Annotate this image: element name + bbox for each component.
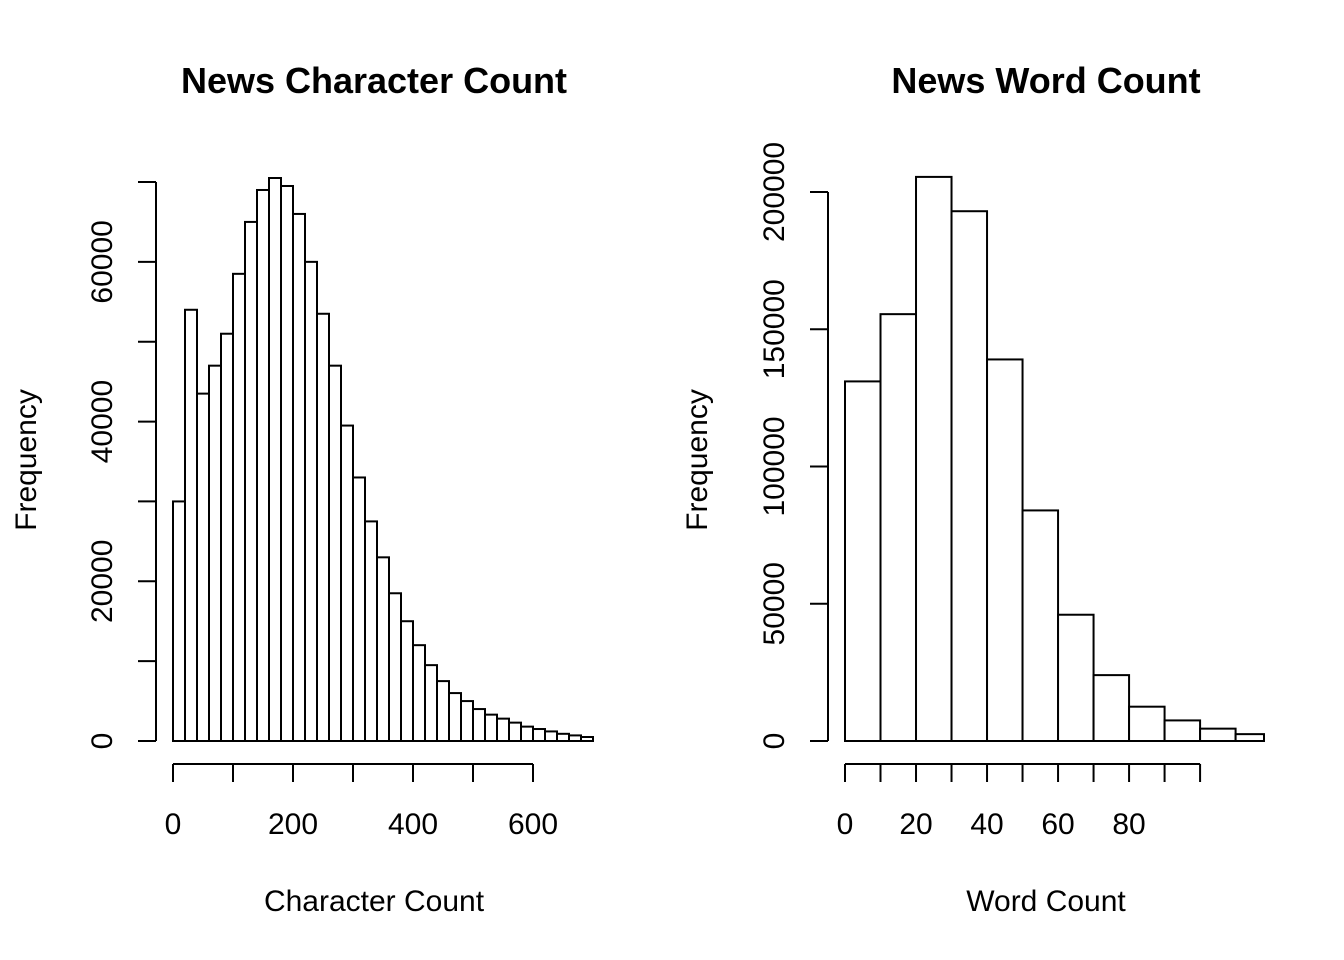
- word-count-histogram: News Word Count Word Count Frequency 0 20…: [681, 60, 1266, 918]
- x-tick-label: 200: [268, 808, 318, 841]
- histogram-bar: [364, 520, 378, 743]
- histogram-bar: [1057, 613, 1095, 742]
- histogram-bar: [915, 175, 953, 742]
- histogram-bar: [244, 220, 258, 742]
- y-tick-label: 60000: [86, 220, 119, 303]
- histogram-bar: [376, 556, 390, 742]
- x-axis: 0 20 40 60 80: [837, 763, 1202, 841]
- histogram-bar: [580, 736, 594, 742]
- histogram-bar: [460, 700, 474, 742]
- histogram-bar: [844, 380, 882, 742]
- histogram-bar: [1128, 705, 1166, 742]
- histogram-bar: [1092, 674, 1131, 742]
- bars: [172, 177, 594, 743]
- histogram-bar: [388, 592, 402, 742]
- x-axis-label: Character Count: [264, 885, 485, 918]
- x-tick-label: 20: [899, 808, 932, 841]
- histogram-bar: [352, 476, 366, 742]
- x-tick-label: 60: [1041, 808, 1074, 841]
- histogram-bar: [1021, 509, 1060, 743]
- histogram-bar: [292, 212, 306, 742]
- y-axis-label: Frequency: [10, 389, 43, 531]
- y-tick-label: 150000: [758, 279, 791, 379]
- x-tick-label: 80: [1112, 808, 1145, 841]
- x-axis: 0 200 400 600: [165, 763, 558, 841]
- histogram-bar: [400, 620, 414, 743]
- histogram-bar: [280, 184, 294, 742]
- histogram-bar: [340, 424, 354, 742]
- y-tick-label: 200000: [758, 142, 791, 242]
- y-tick-label: 0: [86, 733, 119, 750]
- bars: [844, 175, 1266, 743]
- histogram-bar: [1234, 733, 1266, 743]
- histogram-bar: [556, 732, 570, 743]
- histogram-bar: [196, 392, 210, 742]
- x-tick-label: 40: [970, 808, 1003, 841]
- x-axis-label: Word Count: [966, 885, 1126, 918]
- histogram-bar: [508, 721, 522, 743]
- histogram-bar: [520, 725, 534, 743]
- histogram-bar: [184, 308, 198, 742]
- histogram-bar: [568, 734, 582, 742]
- histogram-bar: [316, 312, 330, 742]
- y-tick-label: 40000: [86, 380, 119, 463]
- y-tick-label: 50000: [758, 562, 791, 645]
- histogram-bar: [1163, 719, 1202, 742]
- y-tick-label: 0: [758, 733, 791, 750]
- histogram-bar: [328, 364, 342, 742]
- chart-title: News Word Count: [891, 60, 1200, 101]
- histogram-bar: [268, 177, 282, 742]
- histogram-bar: [424, 664, 438, 743]
- histogram-bar: [220, 332, 234, 742]
- histogram-bar: [448, 692, 462, 742]
- character-count-histogram: News Character Count Character Count Fre…: [10, 60, 594, 918]
- histogram-bar: [472, 708, 486, 742]
- histogram-bar: [412, 644, 426, 743]
- histogram-bar: [532, 728, 546, 742]
- histogram-bar: [172, 500, 186, 742]
- histogram-bar: [436, 680, 450, 742]
- y-tick-label: 20000: [86, 540, 119, 623]
- x-tick-label: 0: [837, 808, 854, 841]
- histogram-bar: [544, 730, 558, 742]
- x-tick-label: 400: [388, 808, 438, 841]
- chart-title: News Character Count: [181, 60, 567, 101]
- y-tick-label: 100000: [758, 416, 791, 516]
- x-tick-label: 0: [165, 808, 182, 841]
- histogram-bar: [484, 713, 498, 743]
- histogram-bar: [879, 313, 918, 742]
- y-axis: 0 20000 40000 60000: [86, 181, 157, 750]
- histogram-bar: [208, 364, 222, 742]
- y-axis-label: Frequency: [681, 389, 714, 531]
- x-tick-label: 600: [508, 808, 558, 841]
- histogram-bar: [986, 358, 1024, 742]
- histogram-bar: [256, 188, 270, 742]
- histogram-bar: [950, 210, 989, 742]
- histogram-bar: [1199, 727, 1237, 743]
- y-axis: 0 50000 100000 150000 200000: [758, 142, 829, 750]
- histogram-bar: [496, 717, 510, 743]
- histogram-bar: [304, 260, 318, 742]
- histogram-bar: [232, 272, 246, 742]
